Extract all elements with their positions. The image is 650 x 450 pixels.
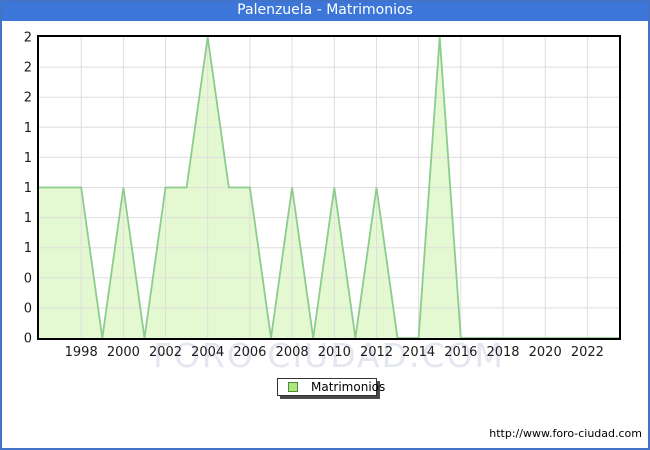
- x-tick-label: 2020: [529, 345, 562, 360]
- site-url: http://www.foro-ciudad.com: [489, 427, 642, 440]
- y-tick-label: 0: [24, 271, 32, 286]
- x-tick-label: 2022: [571, 345, 604, 360]
- y-tick-label: 1: [24, 181, 32, 196]
- x-tick-label: 2006: [233, 345, 266, 360]
- y-tick-label: 1: [24, 151, 32, 166]
- x-tick-label: 2018: [486, 345, 519, 360]
- x-tick-label: 2000: [107, 345, 140, 360]
- x-tick-label: 2008: [276, 345, 309, 360]
- legend: Matrimonios: [277, 378, 385, 396]
- chart-title: Palenzuela - Matrimonios: [0, 0, 650, 21]
- x-tick-label: 2004: [191, 345, 224, 360]
- y-tick-label: 1: [24, 121, 32, 136]
- matrimonios-area-fill: [39, 37, 619, 338]
- plot-border: [37, 35, 621, 340]
- x-tick-label: 2016: [444, 345, 477, 360]
- x-tick-label: 2002: [149, 345, 182, 360]
- x-tick-label: 2014: [402, 345, 435, 360]
- x-tick-label: 2012: [360, 345, 393, 360]
- y-tick-label: 1: [24, 241, 32, 256]
- legend-swatch-icon: [288, 382, 298, 392]
- y-tick-label: 0: [24, 332, 32, 347]
- x-tick-label: 1998: [65, 345, 98, 360]
- y-tick-label: 2: [24, 61, 32, 76]
- x-tick-label: 2010: [318, 345, 351, 360]
- y-tick-label: 1: [24, 211, 32, 226]
- legend-label: Matrimonios: [311, 380, 386, 394]
- y-tick-label: 0: [24, 301, 32, 316]
- watermark: FORO CIUDAD.COM: [152, 336, 506, 375]
- y-tick-label: 2: [24, 31, 32, 46]
- y-tick-label: 2: [24, 91, 32, 106]
